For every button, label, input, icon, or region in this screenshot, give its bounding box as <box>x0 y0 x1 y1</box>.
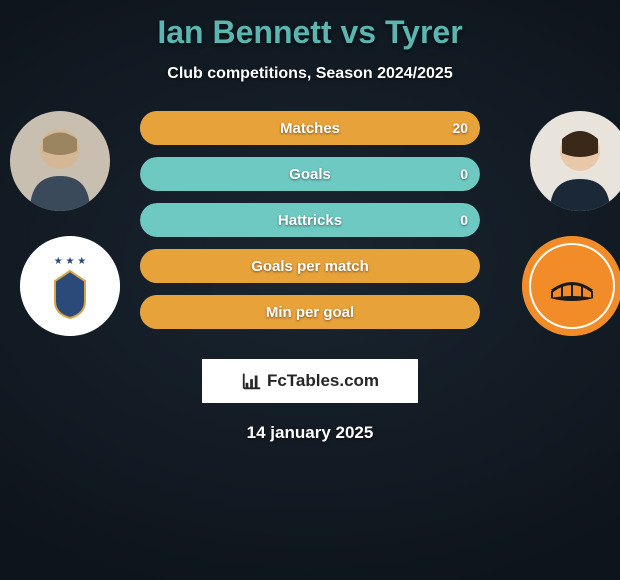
player-right-avatar <box>530 111 620 211</box>
stat-label: Goals <box>140 157 480 191</box>
stat-row: Min per goal <box>140 295 480 329</box>
stat-row: Goals0 <box>140 157 480 191</box>
stat-label: Matches <box>140 111 480 145</box>
stat-row: Matches20 <box>140 111 480 145</box>
stat-bars: Matches20Goals0Hattricks0Goals per match… <box>140 111 480 341</box>
stat-row: Goals per match <box>140 249 480 283</box>
logo-text: FcTables.com <box>267 371 379 391</box>
stat-value-right: 0 <box>460 203 468 237</box>
club-left-badge: ★ ★ ★ <box>20 236 120 336</box>
stat-label: Min per goal <box>140 295 480 329</box>
svg-text:★ ★ ★: ★ ★ ★ <box>54 256 86 267</box>
stat-label: Hattricks <box>140 203 480 237</box>
stats-area: ★ ★ ★ Matches20Goals0Hattricks0Goals per… <box>0 111 620 341</box>
subtitle: Club competitions, Season 2024/2025 <box>0 65 620 83</box>
stat-value-right: 0 <box>460 157 468 191</box>
stat-row: Hattricks0 <box>140 203 480 237</box>
date-text: 14 january 2025 <box>0 423 620 443</box>
player-left-avatar <box>10 111 110 211</box>
stat-value-right: 20 <box>452 111 468 145</box>
club-right-badge <box>522 236 620 336</box>
stat-label: Goals per match <box>140 249 480 283</box>
chart-icon <box>241 370 263 392</box>
fctables-logo: FcTables.com <box>202 359 418 403</box>
page-title: Ian Bennett vs Tyrer <box>0 0 620 51</box>
